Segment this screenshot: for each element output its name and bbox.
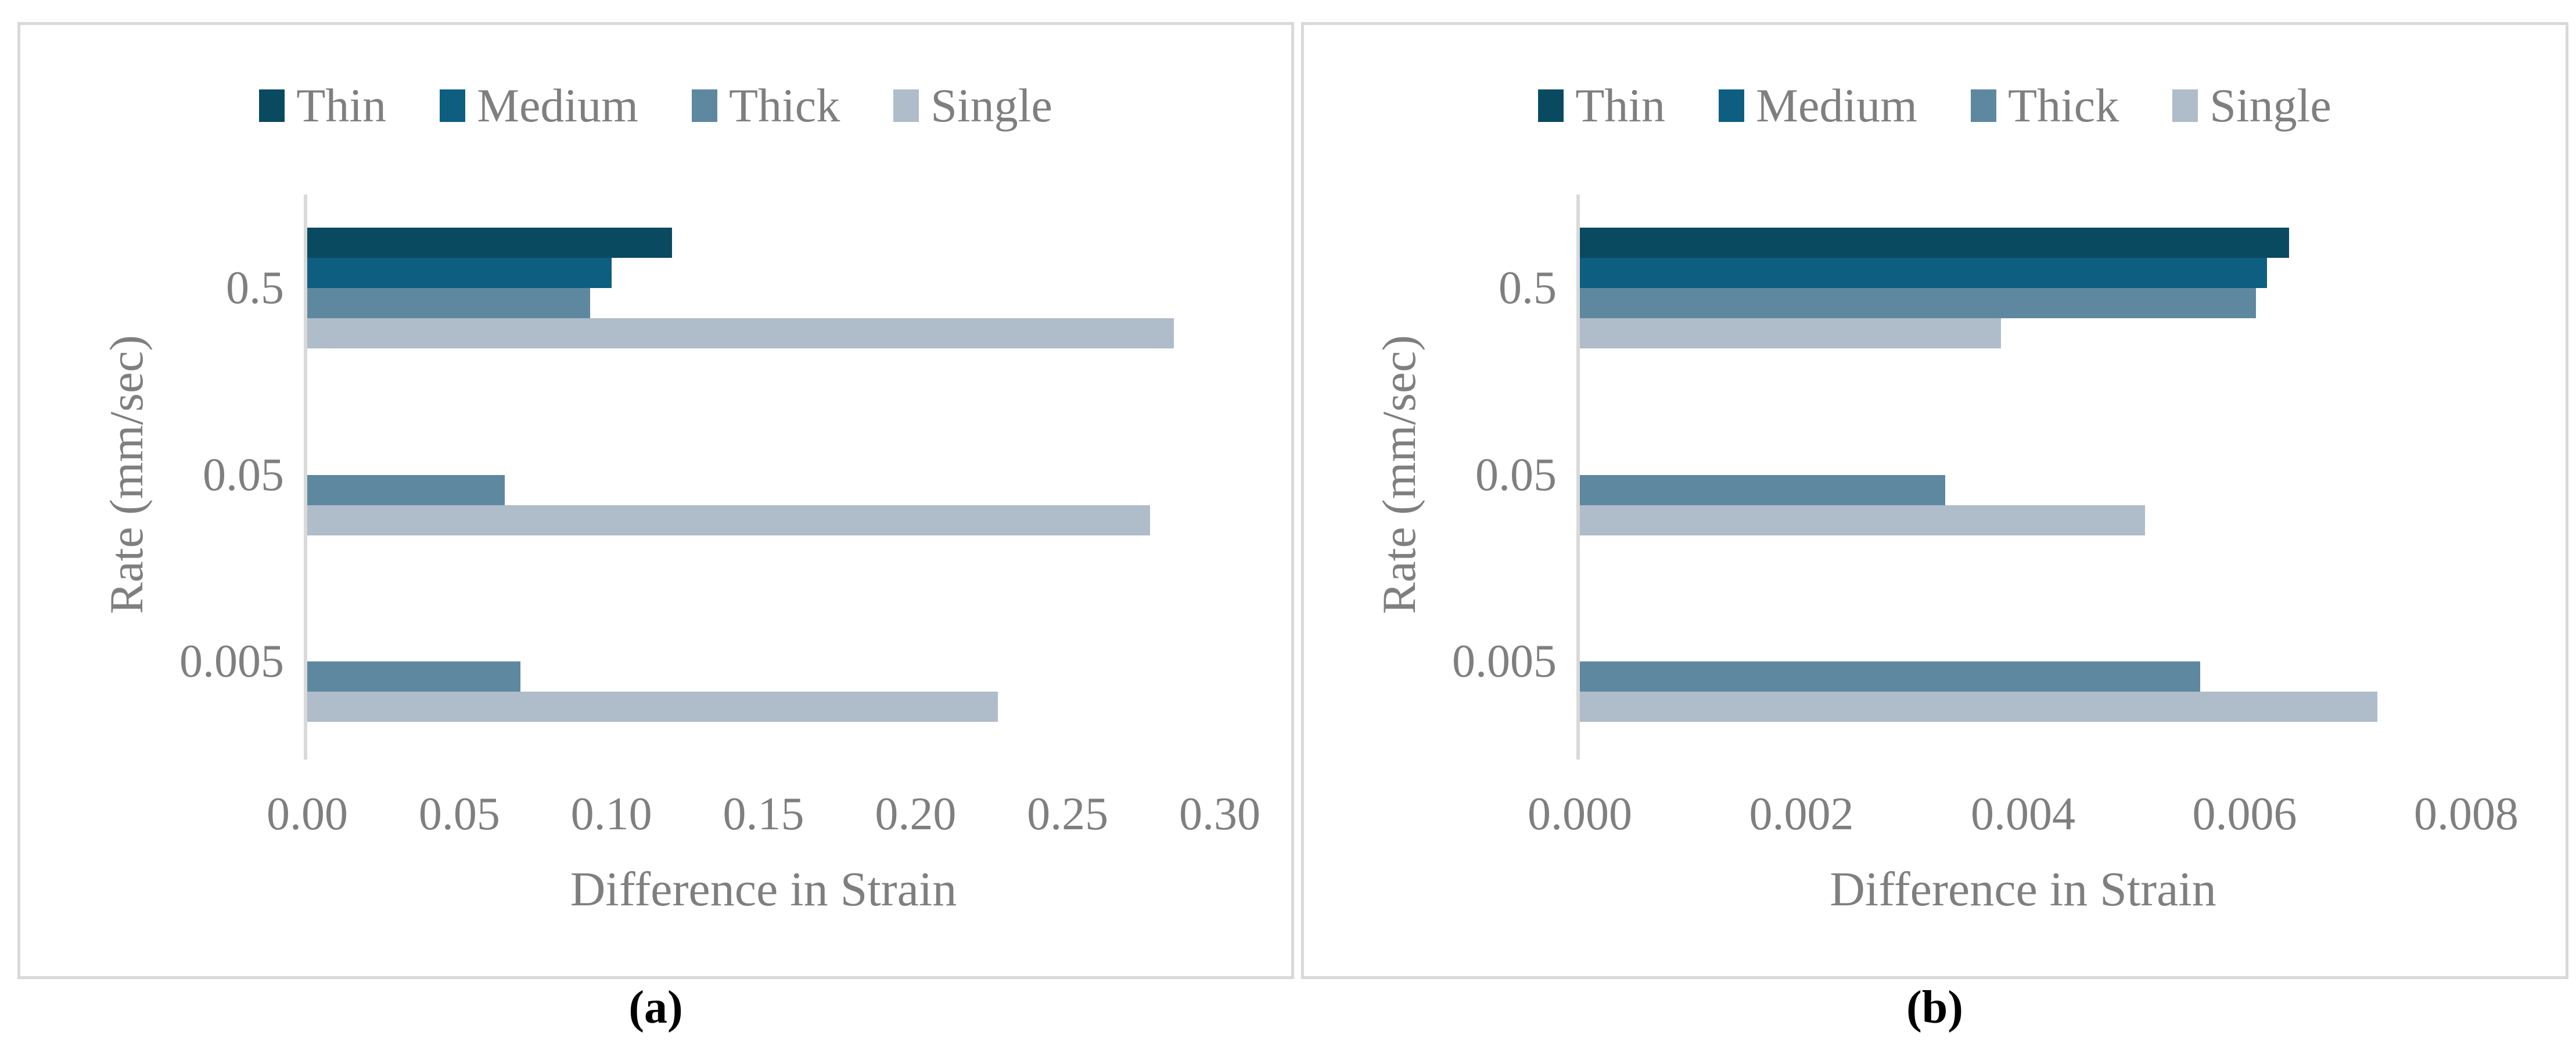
legend-swatch-thick (691, 89, 717, 122)
legend: Thin Medium Thick Single (20, 82, 1291, 129)
y-category-label: 0.5 (226, 262, 284, 314)
x-tick-label: 0.25 (1027, 789, 1109, 840)
legend-item-thick: Thick (691, 79, 840, 132)
plot-area: Rate (mm/sec) Difference in Strain 0.5 0.… (1373, 195, 2518, 914)
y-category-label: 0.5 (1499, 262, 1557, 314)
legend-swatch-thick (1970, 89, 1996, 122)
x-tick-label: 0.008 (2414, 789, 2518, 840)
bar-single-0.005 (307, 692, 998, 722)
bar-single-0.5 (1580, 318, 2001, 348)
legend-item-thick: Thick (1970, 79, 2119, 132)
legend-swatch-thin (259, 89, 285, 122)
bar-single-0.005 (1580, 692, 2378, 722)
legend-swatch-single (893, 89, 919, 122)
x-tick-label: 0.10 (570, 789, 652, 840)
x-tick-label: 0.000 (1528, 789, 1632, 840)
legend-label: Thin (1575, 79, 1666, 132)
legend-item-single: Single (2172, 82, 2331, 129)
legend-swatch-thin (1538, 89, 1564, 122)
legend-swatch-medium (440, 89, 466, 122)
figure-caption-a: (a) (628, 982, 683, 1033)
x-tick-label: 0.20 (875, 789, 957, 840)
legend-item-single: Single (893, 82, 1052, 129)
bar-thick-0.005 (1580, 661, 2201, 692)
bar-single-0.05 (1580, 505, 2145, 535)
bar-thin-0.5 (307, 227, 673, 258)
plot-area: Rate (mm/sec) Difference in Strain 0.5 0.… (100, 195, 1260, 914)
legend-label: Single (930, 79, 1052, 132)
legend-item-medium: Medium (1719, 82, 1917, 129)
legend-swatch-single (2172, 89, 2198, 122)
bar-thick-0.5 (1580, 287, 2256, 318)
bar-medium-0.5 (307, 257, 612, 288)
y-category-label: 0.05 (203, 449, 284, 501)
legend-label: Thin (296, 79, 387, 132)
x-axis-title: Difference in Strain (570, 862, 957, 916)
bar-thick-0.05 (307, 474, 505, 505)
legend-label: Thick (728, 79, 840, 132)
y-axis-line (1576, 195, 1580, 760)
y-category-label: 0.05 (1475, 449, 1557, 501)
x-tick-label: 0.30 (1179, 789, 1260, 840)
legend: Thin Medium Thick Single (1304, 82, 2566, 129)
x-tick-label: 0.15 (723, 789, 804, 840)
x-tick-label: 0.004 (1971, 789, 2075, 840)
bar-thick-0.005 (307, 661, 520, 692)
bar-medium-0.5 (1580, 257, 2267, 288)
x-axis-title: Difference in Strain (1830, 862, 2216, 916)
chart-panel-b: Thin Medium Thick Single Rate (mm/sec) Diff… (1301, 22, 2568, 979)
legend-item-thin: Thin (259, 82, 386, 129)
x-tick-label: 0.05 (418, 789, 500, 840)
bar-thick-0.5 (307, 287, 590, 318)
chart-panel-a: Thin Medium Thick Single Rate (mm/sec) Diff… (17, 22, 1294, 979)
legend-item-medium: Medium (440, 82, 638, 129)
x-tick-label: 0.002 (1749, 789, 1854, 840)
legend-label: Thick (2007, 79, 2119, 132)
legend-swatch-medium (1719, 89, 1745, 122)
bar-single-0.05 (307, 505, 1150, 535)
y-axis-line (304, 195, 307, 760)
y-category-label: 0.005 (1452, 636, 1557, 688)
bar-thin-0.5 (1580, 227, 2289, 258)
legend-label: Medium (1756, 79, 1917, 132)
legend-item-thin: Thin (1538, 82, 1665, 129)
x-tick-label: 0.00 (267, 789, 348, 840)
bar-thick-0.05 (1580, 474, 1946, 505)
legend-label: Single (2209, 79, 2331, 132)
figure-caption-b: (b) (1906, 982, 1963, 1033)
legend-label: Medium (477, 79, 638, 132)
y-category-label: 0.005 (179, 636, 284, 688)
x-tick-label: 0.006 (2192, 789, 2297, 840)
bar-single-0.5 (307, 318, 1174, 348)
